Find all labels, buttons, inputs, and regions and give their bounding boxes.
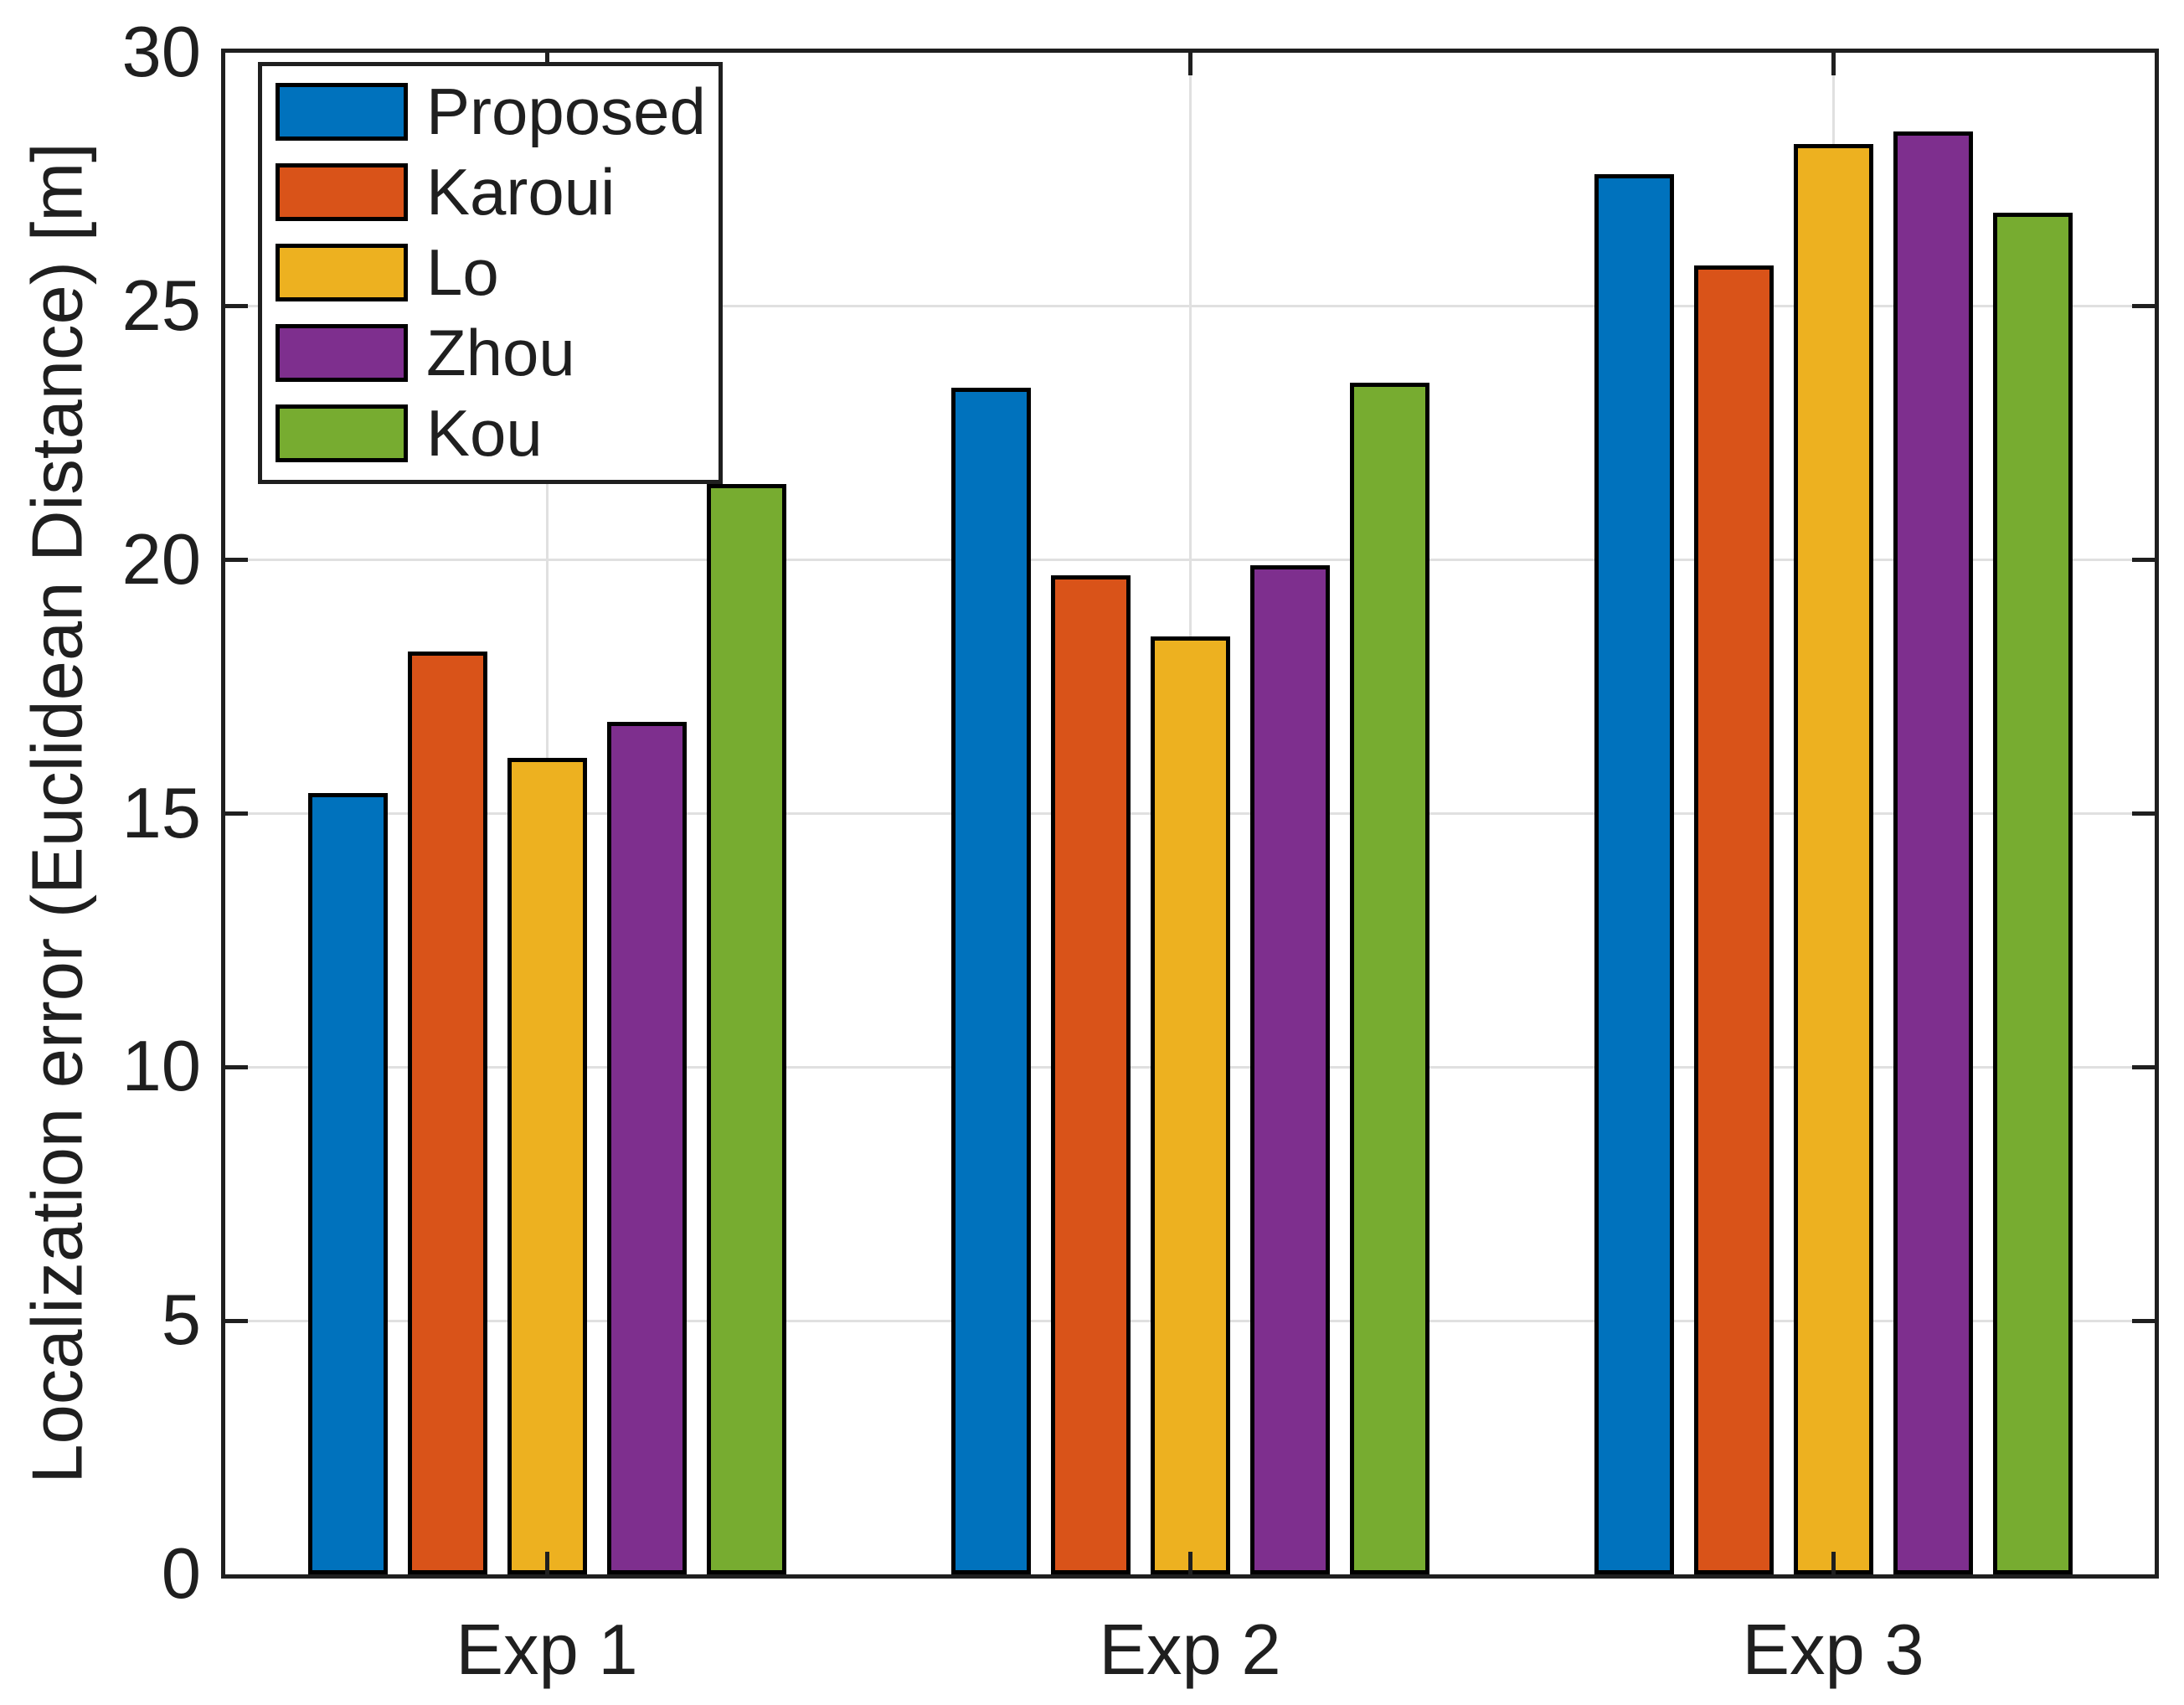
y-tick-label: 0 xyxy=(161,1534,201,1614)
bar-zhou-2 xyxy=(1249,564,1330,1574)
legend-item-proposed: Proposed xyxy=(262,71,719,152)
legend-label: Kou xyxy=(426,396,543,470)
legend-swatch-lo xyxy=(276,243,408,301)
y-tick-left xyxy=(225,1064,248,1069)
y-tick-right xyxy=(2132,558,2155,563)
legend-swatch-zhou xyxy=(276,323,408,382)
y-tick-label: 5 xyxy=(161,1280,201,1361)
x-tick-top xyxy=(1187,53,1192,75)
legend-swatch-kou xyxy=(276,404,408,462)
x-tick-label: Exp 1 xyxy=(456,1610,638,1690)
x-tick-label: Exp 3 xyxy=(1742,1610,1924,1690)
bar-kou-2 xyxy=(1349,382,1429,1574)
bar-kou-3 xyxy=(1992,212,2073,1574)
bar-zhou-1 xyxy=(606,722,687,1574)
y-tick-label: 15 xyxy=(121,773,201,853)
legend-item-zhou: Zhou xyxy=(262,312,719,393)
y-tick-label: 20 xyxy=(121,519,201,600)
y-tick-right xyxy=(2132,1318,2155,1323)
legend-label: Zhou xyxy=(426,316,575,389)
legend-label: Lo xyxy=(426,235,499,309)
bar-lo-3 xyxy=(1793,144,1873,1574)
x-tick-bottom xyxy=(544,1552,549,1574)
bar-karoui-1 xyxy=(407,651,487,1574)
y-tick-label: 10 xyxy=(121,1027,201,1107)
bar-zhou-3 xyxy=(1893,131,1973,1574)
legend: Proposed Karoui Lo Zhou Kou xyxy=(258,62,723,484)
bars-layer xyxy=(225,53,2155,1574)
y-tick-right xyxy=(2132,304,2155,309)
bar-proposed-3 xyxy=(1594,174,1674,1574)
y-tick-left xyxy=(225,811,248,816)
y-tick-left xyxy=(225,558,248,563)
legend-entries: Proposed Karoui Lo Zhou Kou xyxy=(262,71,719,473)
y-tick-right xyxy=(2132,811,2155,816)
legend-item-lo: Lo xyxy=(262,232,719,312)
bar-karoui-2 xyxy=(1050,574,1131,1574)
bar-lo-1 xyxy=(507,757,587,1574)
y-tick-left xyxy=(225,304,248,309)
bar-lo-2 xyxy=(1150,636,1230,1574)
bar-proposed-2 xyxy=(950,387,1031,1574)
x-tick-top xyxy=(1831,53,1836,75)
x-tick-bottom xyxy=(1831,1552,1836,1574)
x-tick-bottom xyxy=(1187,1552,1192,1574)
plot-area xyxy=(221,49,2159,1579)
legend-swatch-proposed xyxy=(276,82,408,141)
x-tick-label: Exp 2 xyxy=(1099,1610,1281,1690)
legend-label: Proposed xyxy=(426,75,706,148)
y-tick-right xyxy=(2132,1064,2155,1069)
legend-swatch-karoui xyxy=(276,162,408,221)
bar-karoui-3 xyxy=(1693,265,1774,1574)
legend-item-kou: Kou xyxy=(262,393,719,473)
legend-label: Karoui xyxy=(426,155,616,229)
y-tick-label: 25 xyxy=(121,265,201,346)
axis-ticks xyxy=(225,53,2155,1574)
y-tick-left xyxy=(225,1318,248,1323)
bar-kou-1 xyxy=(706,483,786,1574)
y-tick-label: 30 xyxy=(121,13,201,92)
bar-proposed-1 xyxy=(307,793,388,1574)
legend-item-karoui: Karoui xyxy=(262,152,719,232)
